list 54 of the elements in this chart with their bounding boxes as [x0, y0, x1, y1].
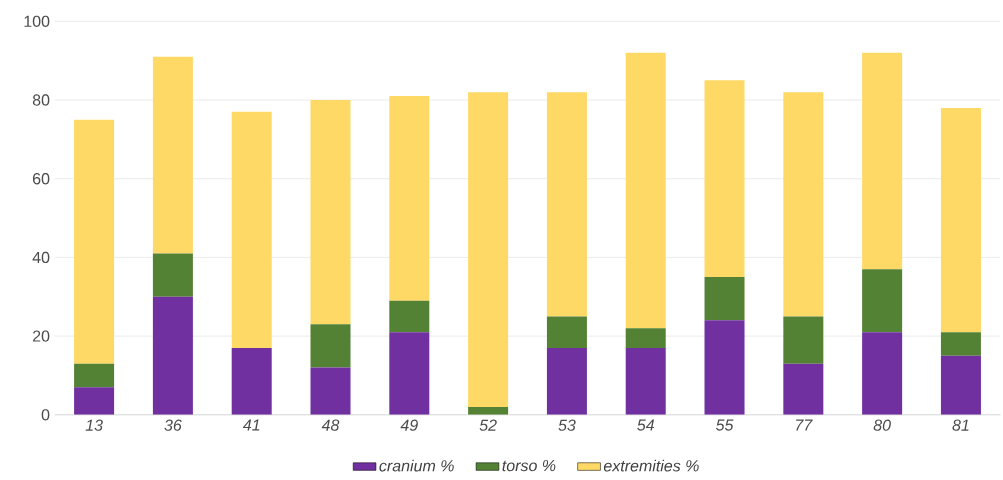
y-tick-label: 80	[32, 94, 50, 106]
bar	[152, 253, 193, 297]
bar	[468, 92, 509, 407]
bar	[940, 107, 981, 333]
bar	[152, 296, 193, 415]
bar	[310, 367, 351, 415]
x-tick-label: 55	[715, 419, 734, 431]
y-tick-label: 20	[32, 330, 50, 342]
bar	[940, 332, 981, 356]
bar	[389, 96, 430, 301]
bar	[625, 52, 666, 329]
x-tick-label: 49	[400, 419, 418, 431]
bar	[74, 363, 115, 388]
legend-label: torso %	[502, 459, 556, 472]
x-tick-label: 54	[637, 419, 655, 431]
bar	[310, 324, 351, 368]
bar	[862, 332, 903, 415]
y-tick-label: 60	[33, 172, 50, 185]
bar	[546, 316, 587, 348]
bar	[625, 347, 666, 415]
bar	[625, 328, 666, 348]
legend-label: extremities %	[603, 459, 699, 472]
bar	[783, 363, 824, 415]
x-tick-label: 53	[558, 419, 576, 431]
x-tick-label: 77	[796, 419, 813, 431]
bar	[940, 355, 981, 415]
bar	[704, 80, 745, 278]
bar	[862, 52, 903, 270]
x-tick-label: 81	[952, 419, 969, 431]
x-tick-label: 36	[164, 419, 182, 431]
bar	[704, 320, 745, 415]
bar	[389, 332, 430, 415]
legend-label: cranium %	[379, 459, 454, 472]
x-tick-label: 80	[873, 419, 891, 431]
bar	[231, 111, 272, 348]
bar	[862, 269, 903, 333]
bar	[783, 316, 824, 364]
bar	[74, 387, 115, 415]
bar	[231, 347, 272, 415]
bar	[152, 56, 193, 254]
bar	[783, 92, 824, 317]
bar	[389, 300, 430, 333]
x-tick-label: 48	[321, 419, 340, 431]
bar	[546, 347, 587, 415]
y-tick-label: 100	[24, 15, 50, 27]
x-tick-label: 52	[479, 419, 497, 431]
bar	[74, 119, 115, 364]
bar	[704, 277, 745, 321]
x-tick-label: 13	[85, 419, 103, 431]
x-tick-label: 41	[242, 419, 260, 431]
y-tick-label: 0	[41, 409, 50, 421]
bar	[310, 99, 351, 325]
bar	[546, 92, 587, 317]
y-tick-label: 40	[32, 251, 50, 263]
